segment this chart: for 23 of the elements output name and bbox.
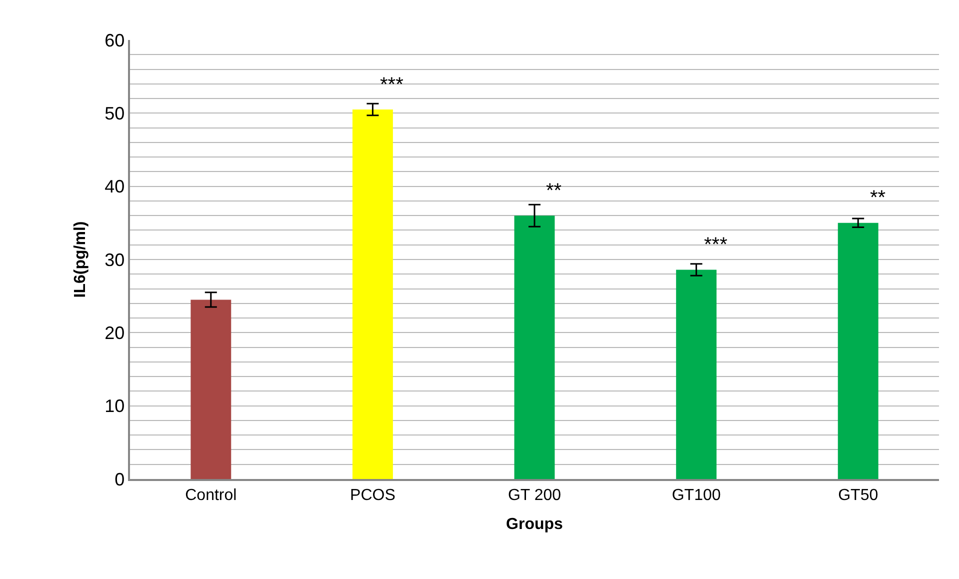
bar: [352, 110, 393, 479]
bar: [676, 270, 717, 479]
y-tick-label: 0: [114, 469, 125, 490]
x-tick-label: GT 200: [508, 486, 562, 504]
x-tick-label: Control: [185, 486, 237, 504]
annotation: **: [870, 187, 886, 209]
bar: [838, 222, 878, 479]
y-tick-label: 40: [104, 176, 125, 197]
annotation: ***: [704, 234, 728, 256]
annotation: **: [546, 180, 562, 202]
x-tick-label: PCOS: [350, 486, 396, 504]
bar: [514, 216, 555, 479]
y-tick-label: 60: [104, 30, 125, 50]
y-tick-label: 50: [104, 103, 125, 124]
x-tick-label: GT50: [838, 486, 878, 504]
x-axis-title: Groups: [506, 516, 564, 534]
y-axis-title: IL6(pg/ml): [72, 221, 90, 298]
bar: [190, 300, 232, 479]
y-tick-label: 20: [104, 322, 125, 343]
annotation: ***: [380, 74, 404, 96]
y-tick-label: 10: [104, 396, 125, 416]
y-tick-label: 30: [104, 250, 125, 270]
x-tick-label: GT100: [672, 486, 721, 504]
